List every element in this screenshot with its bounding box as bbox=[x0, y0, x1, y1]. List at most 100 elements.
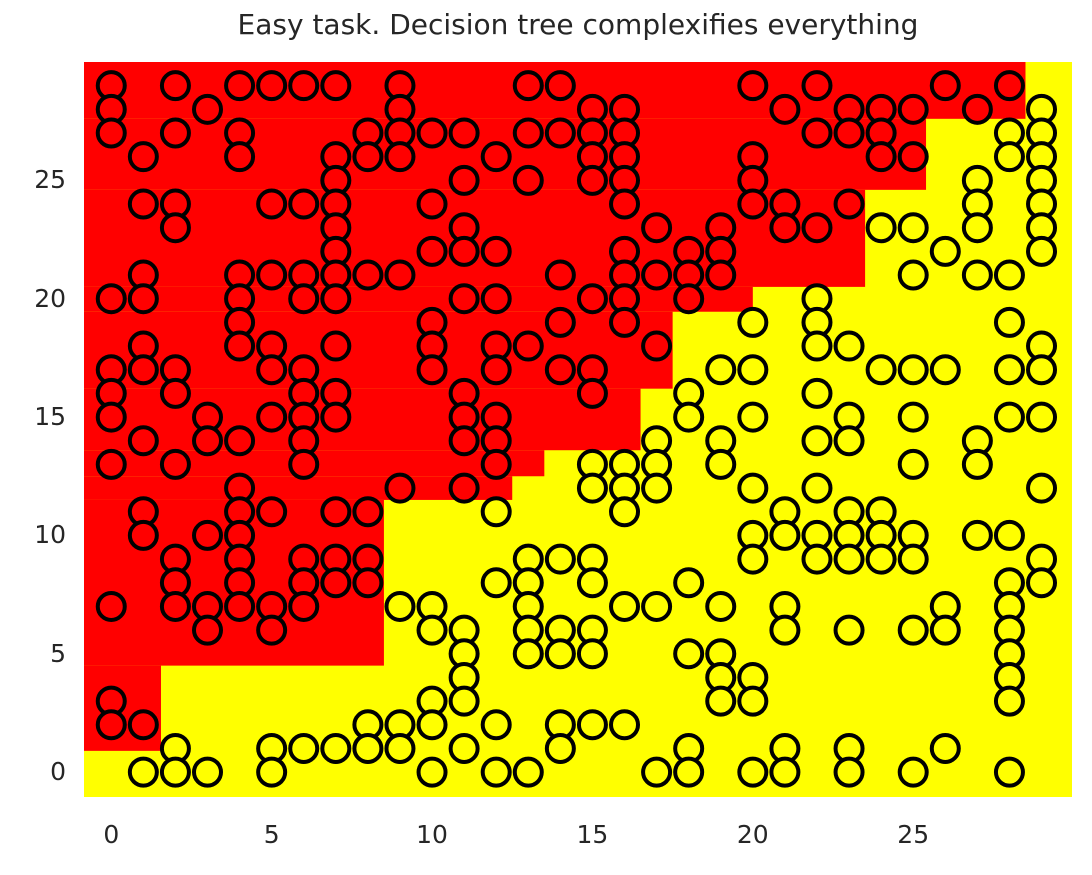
scatter-point-yellow bbox=[929, 732, 961, 764]
decision-region-red-step bbox=[84, 476, 513, 500]
scatter-point-yellow bbox=[993, 685, 1025, 717]
scatter-point-red bbox=[352, 567, 384, 599]
scatter-point-yellow bbox=[897, 259, 929, 291]
scatter-point-yellow bbox=[929, 614, 961, 646]
scatter-point-yellow bbox=[576, 567, 608, 599]
scatter-point-yellow bbox=[673, 756, 705, 788]
scatter-point-red bbox=[673, 283, 705, 315]
scatter-point-yellow bbox=[801, 543, 833, 575]
scatter-point-yellow bbox=[993, 306, 1025, 338]
scatter-point-yellow bbox=[416, 709, 448, 741]
scatter-point-red bbox=[865, 141, 897, 173]
scatter-point-yellow bbox=[993, 519, 1025, 551]
scatter-point-red bbox=[159, 70, 191, 102]
scatter-point-red bbox=[192, 519, 223, 551]
scatter-point-yellow bbox=[993, 259, 1025, 291]
scatter-point-red bbox=[801, 212, 833, 244]
scatter-point-red bbox=[256, 496, 288, 528]
scatter-point-red bbox=[127, 425, 159, 457]
scatter-point-yellow bbox=[993, 354, 1025, 386]
scatter-point-yellow bbox=[384, 732, 416, 764]
scatter-point-red bbox=[609, 306, 641, 338]
scatter-point-yellow bbox=[1026, 567, 1058, 599]
scatter-point-red bbox=[929, 70, 961, 102]
scatter-point-yellow bbox=[673, 638, 705, 670]
scatter-point-red bbox=[833, 117, 865, 149]
scatter-point-yellow bbox=[737, 543, 769, 575]
scatter-point-red bbox=[512, 70, 544, 102]
scatter-point-yellow bbox=[288, 732, 320, 764]
scatter-point-yellow bbox=[705, 354, 737, 386]
scatter-point-yellow bbox=[961, 259, 993, 291]
scatter-point-red bbox=[833, 188, 865, 220]
scatter-point-yellow bbox=[897, 354, 929, 386]
scatter-point-yellow bbox=[480, 567, 512, 599]
scatter-point-red bbox=[192, 425, 223, 457]
scatter-point-red bbox=[512, 117, 544, 149]
scatter-point-red bbox=[159, 590, 191, 622]
scatter-point-yellow bbox=[961, 212, 993, 244]
scatter-point-red bbox=[320, 70, 352, 102]
scatter-point-red bbox=[320, 283, 352, 315]
scatter-point-yellow bbox=[544, 638, 576, 670]
scatter-point-red bbox=[544, 70, 576, 102]
scatter-point-red bbox=[480, 235, 512, 267]
scatter-point-yellow bbox=[641, 472, 673, 504]
scatter-point-red bbox=[256, 401, 288, 433]
scatter-point-red bbox=[95, 590, 127, 622]
scatter-point-yellow bbox=[833, 425, 865, 457]
scatter-point-red bbox=[288, 188, 320, 220]
scatter-point-yellow bbox=[512, 638, 544, 670]
scatter-point-yellow bbox=[673, 567, 705, 599]
scatter-point-red bbox=[480, 354, 512, 386]
scatter-point-red bbox=[127, 354, 159, 386]
scatter-point-red bbox=[480, 448, 512, 480]
scatter-point-yellow bbox=[737, 306, 769, 338]
scatter-point-yellow bbox=[609, 590, 641, 622]
scatter-point-red bbox=[127, 188, 159, 220]
scatter-point-red bbox=[192, 93, 223, 125]
scatter-point-red bbox=[256, 259, 288, 291]
scatter-point-yellow bbox=[769, 519, 801, 551]
x-tick-label: 25 bbox=[897, 820, 930, 849]
scatter-point-red bbox=[448, 425, 480, 457]
scatter-point-red bbox=[159, 377, 191, 409]
scatter-point-red bbox=[897, 93, 929, 125]
scatter-point-yellow bbox=[769, 756, 801, 788]
y-tick-label: 5 bbox=[50, 638, 66, 668]
scatter-point-yellow bbox=[897, 401, 929, 433]
scatter-point-red bbox=[224, 141, 256, 173]
scatter-point-red bbox=[288, 70, 320, 102]
scatter-point-yellow bbox=[512, 756, 544, 788]
scatter-point-red bbox=[544, 259, 576, 291]
scatter-point-yellow bbox=[127, 756, 159, 788]
scatter-point-yellow bbox=[1026, 235, 1058, 267]
scatter-point-red bbox=[288, 590, 320, 622]
x-tick-label: 20 bbox=[736, 820, 769, 849]
scatter-point-red bbox=[352, 141, 384, 173]
scatter-point-red bbox=[576, 283, 608, 315]
scatter-point-red bbox=[159, 117, 191, 149]
scatter-point-yellow bbox=[641, 590, 673, 622]
scatter-point-red bbox=[993, 70, 1025, 102]
scatter-point-yellow bbox=[544, 732, 576, 764]
scatter-point-yellow bbox=[961, 519, 993, 551]
scatter-point-yellow bbox=[993, 756, 1025, 788]
scatter-point-red bbox=[224, 425, 256, 457]
scatter-point-red bbox=[95, 117, 127, 149]
scatter-point-red bbox=[320, 496, 352, 528]
scatter-point-red bbox=[352, 496, 384, 528]
scatter-point-red bbox=[544, 354, 576, 386]
scatter-point-yellow bbox=[737, 756, 769, 788]
scatter-point-red bbox=[256, 188, 288, 220]
scatter-point-red bbox=[544, 306, 576, 338]
scatter-point-yellow bbox=[159, 756, 191, 788]
scatter-point-red bbox=[801, 70, 833, 102]
scatter-point-yellow bbox=[801, 330, 833, 362]
y-tick-label: 0 bbox=[50, 757, 66, 787]
scatter-point-yellow bbox=[897, 212, 929, 244]
scatter-point-red bbox=[448, 283, 480, 315]
scatter-point-red bbox=[416, 354, 448, 386]
scatter-point-red bbox=[416, 188, 448, 220]
scatter-point-red bbox=[769, 212, 801, 244]
